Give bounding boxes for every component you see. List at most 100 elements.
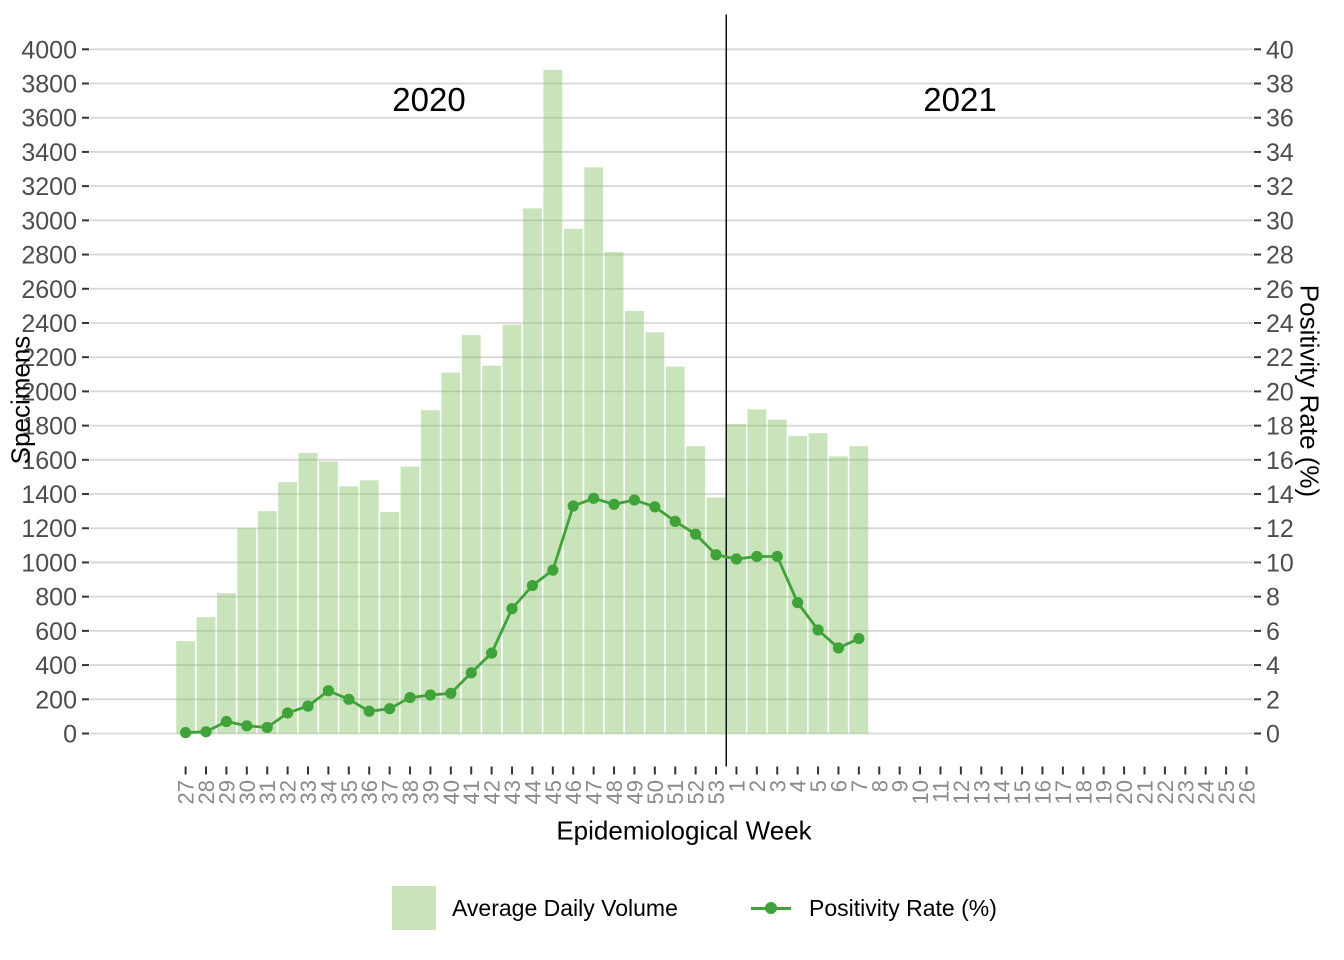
left-axis-tick-label: 1800: [21, 413, 77, 441]
x-axis-tick-label: 40: [439, 780, 464, 804]
right-axis-tick-label: 18: [1266, 413, 1294, 441]
x-axis-tick-label: 22: [1153, 780, 1178, 804]
positivity-point-week-4: [792, 597, 804, 609]
right-axis-tick-label: 4: [1266, 652, 1280, 680]
x-axis-tick-label: 2: [745, 780, 770, 792]
positivity-point-week-48: [608, 498, 620, 510]
x-axis-tick-label: 11: [928, 780, 953, 803]
x-axis-tick-label: 23: [1173, 780, 1198, 804]
bar-week-45: [543, 69, 563, 734]
x-axis-tick-label: 13: [969, 780, 994, 804]
right-axis-tick-label: 26: [1266, 276, 1294, 304]
bar-week-28: [196, 617, 216, 734]
right-axis-tick-label: 20: [1266, 378, 1294, 406]
legend-label-average-daily-volume: Average Daily Volume: [452, 895, 678, 921]
x-axis-tick-label: 31: [255, 780, 280, 804]
x-axis-tick-label: 17: [1051, 780, 1076, 804]
x-axis-tick-label: 41: [459, 780, 484, 804]
positivity-point-week-41: [465, 667, 477, 679]
x-axis-tick-label: 50: [643, 780, 668, 804]
bar-week-41: [461, 334, 481, 734]
positivity-point-week-36: [363, 705, 375, 717]
right-axis-tick-label: 24: [1266, 310, 1294, 338]
positivity-point-week-38: [404, 691, 416, 704]
positivity-point-week-53: [710, 549, 722, 561]
legend-line-swatch-icon: [751, 886, 791, 930]
bar-week-38: [400, 466, 420, 734]
x-axis-tick-label: 45: [541, 780, 566, 804]
bar-week-47: [584, 167, 604, 734]
x-axis-tick-label: 5: [806, 780, 831, 792]
right-axis-tick-label: 10: [1266, 549, 1294, 577]
positivity-point-week-37: [384, 703, 396, 715]
x-axis-tick-label: 30: [235, 780, 260, 804]
year-annotation-2020: 2020: [392, 81, 466, 118]
x-axis-tick-label: 53: [704, 780, 729, 804]
left-axis-tick-label: 0: [63, 721, 77, 749]
x-axis-tick-label: 49: [622, 780, 647, 804]
left-axis-tick-label: 2200: [21, 344, 77, 372]
x-axis-tick-label: 36: [357, 780, 382, 804]
bar-week-3: [767, 419, 787, 734]
positivity-line: [185, 496, 860, 735]
right-axis-tick-label: 22: [1266, 344, 1294, 372]
positivity-point-week-6: [832, 642, 845, 654]
bar-week-31: [257, 511, 277, 734]
left-axis-tick-label: 4000: [21, 36, 77, 64]
year-annotation-2021: 2021: [923, 81, 997, 118]
x-axis-tick-label: 47: [582, 780, 607, 804]
x-axis-tick-label: 32: [276, 780, 301, 804]
left-axis-tick-label: 2000: [21, 378, 77, 406]
x-axis-tick-label: 12: [949, 780, 974, 804]
right-axis-tick-label: 36: [1266, 105, 1294, 133]
positivity-point-week-27: [180, 727, 192, 739]
left-axis-tick-label: 400: [35, 652, 77, 680]
x-axis-tick-label: 20: [1112, 780, 1137, 804]
positivity-point-week-30: [241, 720, 253, 732]
bar-week-37: [380, 511, 400, 734]
x-axis-tick-label: 34: [316, 780, 341, 804]
x-axis-tick-label: 3: [765, 780, 790, 792]
x-axis-tick-label: 52: [684, 780, 709, 804]
bar-week-27: [176, 641, 195, 734]
x-axis-tick-label: 38: [398, 780, 423, 804]
left-axis-tick-label: 800: [35, 584, 77, 612]
x-axis-tick-label: 14: [990, 780, 1015, 804]
right-axis-tick-label: 12: [1266, 515, 1294, 543]
x-axis-tick-label: 35: [337, 780, 362, 804]
positivity-point-week-33: [302, 700, 314, 712]
bar-week-6: [829, 456, 848, 734]
bar-week-39: [421, 410, 440, 734]
positivity-point-week-52: [690, 528, 702, 540]
positivity-point-week-2: [751, 550, 763, 563]
x-axis-tick-label: 29: [214, 780, 239, 804]
legend-line-dot: [765, 902, 777, 914]
left-axis-tick-label: 2800: [21, 242, 77, 270]
bar-week-40: [441, 372, 461, 734]
bar-week-7: [849, 446, 869, 734]
x-axis-tick-label: 1: [724, 780, 749, 792]
bar-week-30: [237, 528, 257, 734]
x-axis-tick-label: 6: [826, 780, 851, 792]
bar-week-49: [625, 311, 644, 734]
bar-week-51: [665, 366, 685, 734]
bar-week-29: [217, 593, 236, 734]
bar-week-4: [788, 435, 808, 734]
x-axis-title: Epidemiological Week: [556, 815, 812, 846]
positivity-point-week-28: [200, 726, 212, 738]
x-axis-tick-label: 21: [1132, 780, 1157, 804]
bar-week-2: [747, 409, 767, 734]
bar-week-46: [563, 228, 583, 734]
x-axis-tick-label: 16: [1030, 780, 1055, 804]
positivity-point-week-7: [853, 632, 865, 645]
positivity-point-week-35: [343, 693, 355, 705]
bar-week-53: [706, 497, 726, 734]
right-axis-tick-label: 28: [1266, 242, 1294, 270]
positivity-point-week-43: [506, 603, 518, 615]
x-axis-tick-label: 8: [867, 780, 892, 792]
bar-week-36: [359, 480, 379, 734]
bar-week-34: [319, 461, 338, 734]
bar-week-50: [645, 332, 665, 734]
x-axis-tick-label: 4: [786, 780, 811, 792]
positivity-point-week-42: [486, 647, 498, 659]
